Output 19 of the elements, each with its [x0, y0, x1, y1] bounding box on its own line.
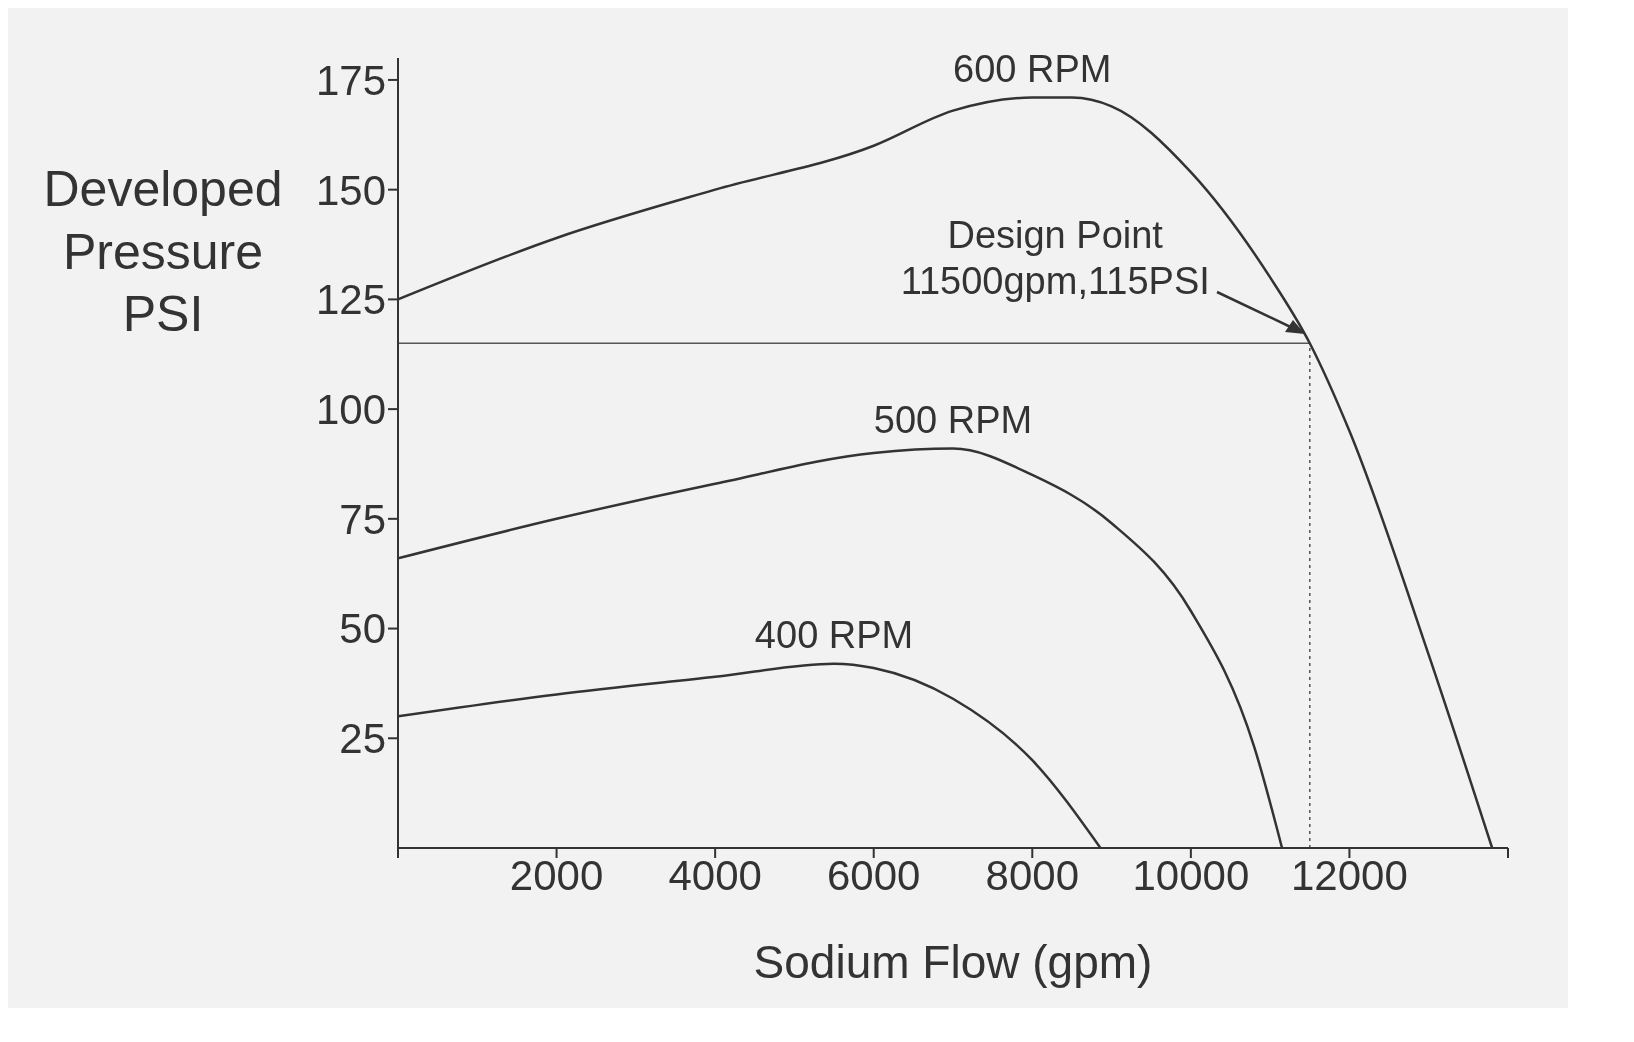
y-tick-label: 175	[315, 56, 386, 104]
x-tick-label: 4000	[668, 851, 762, 899]
x-axis-title: Sodium Flow (gpm)	[753, 936, 1153, 988]
y-axis-title: Developed Pressure PSI	[42, 160, 284, 344]
annotation: Design Point 11500gpm,115PSI	[900, 213, 1210, 304]
y-tick-label: 50	[339, 605, 386, 653]
y-tick-label: 25	[339, 715, 386, 763]
series-label: 600 RPM	[953, 47, 1112, 90]
y-tick-label: 100	[315, 386, 386, 434]
x-tick-label: 10000	[1132, 851, 1250, 899]
series-label: 400 RPM	[754, 613, 914, 656]
x-tick-label: 6000	[827, 851, 921, 899]
x-tick-label: 12000	[1291, 851, 1408, 899]
x-tick-label: 8000	[985, 851, 1079, 899]
series-label: 500 RPM	[873, 398, 1033, 441]
y-tick-label: 75	[339, 495, 386, 543]
x-tick-label: 2000	[509, 851, 604, 899]
y-tick-label: 150	[315, 166, 386, 214]
y-tick-label: 125	[315, 276, 386, 324]
